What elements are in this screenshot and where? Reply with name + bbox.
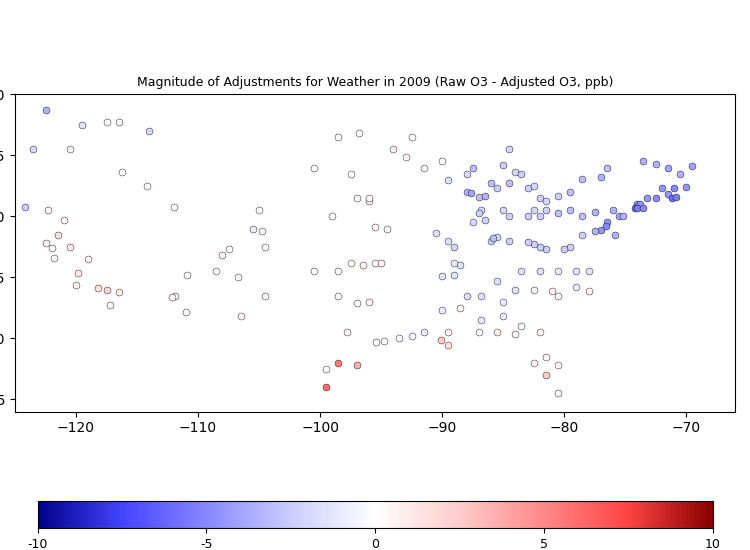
Title: Magnitude of Adjustments for Weather in 2009 (Raw O3 - Adjusted O3, ppb): Magnitude of Adjustments for Weather in … xyxy=(136,76,614,89)
